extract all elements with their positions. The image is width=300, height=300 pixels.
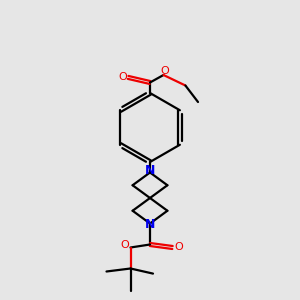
Text: N: N [145,164,155,178]
Text: O: O [120,240,129,250]
Text: O: O [160,66,169,76]
Text: O: O [118,71,127,82]
Text: N: N [145,218,155,232]
Text: O: O [174,242,183,252]
